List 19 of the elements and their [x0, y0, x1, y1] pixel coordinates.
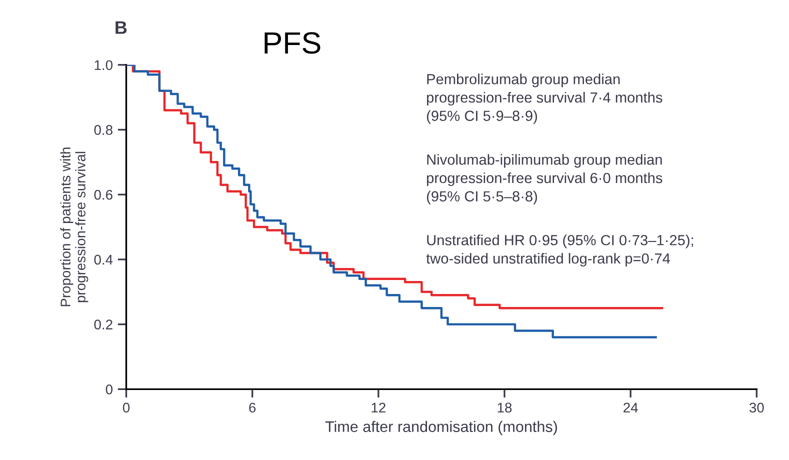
y-tick-label: 0.4 [94, 254, 113, 265]
x-tick-label: 12 [372, 402, 386, 412]
y-axis-title: Proportion of patients with progression-free survival [60, 148, 88, 306]
y-tick-label: 1.0 [94, 60, 113, 70]
x-tick-label: 24 [624, 402, 638, 412]
chart-title: PFS [264, 32, 320, 54]
annotation: Nivolumab-ipilimumab group median progression-free survival 6·0 months (95% CI 5·5–8·8) [426, 154, 662, 204]
y-tick-label: 0.8 [94, 125, 112, 135]
y-tick-label: 0.6 [94, 190, 112, 200]
x-tick-label: 0 [122, 402, 130, 413]
y-tick-label: 0.2 [94, 320, 112, 330]
x-tick-label: 18 [498, 402, 512, 413]
annotation: Pembrolizumab group median progression-free survival 7·4 months (95% CI 5·9–8·9) [426, 74, 662, 124]
y-tick-label: 0 [106, 384, 113, 394]
x-tick-label: 30 [749, 402, 764, 413]
annotation: Unstratified HR 0·95 (95% CI 0·73–1·25); two-sided unstratified log-rank p=0·74 [426, 234, 694, 267]
text: B [116, 21, 127, 34]
x-axis-title: Time after randomisation (months) [325, 420, 557, 436]
x-tick-label: 6 [249, 402, 256, 413]
